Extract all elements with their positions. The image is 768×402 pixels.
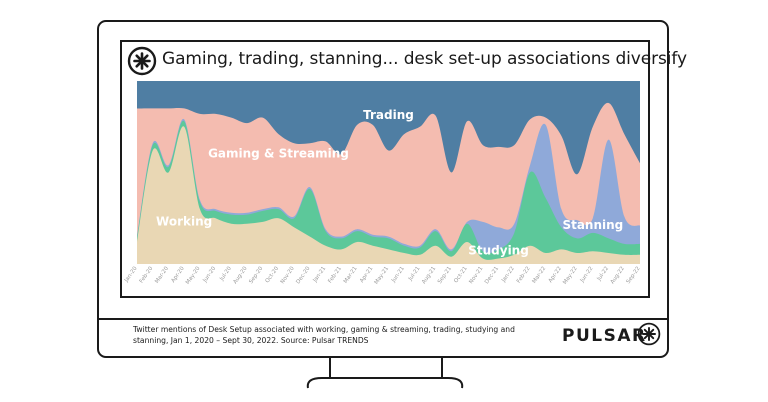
x-tick-label: May-20 — [185, 265, 202, 285]
x-tick-label: Nov-21 — [468, 266, 484, 285]
x-tick-label: Oct-21 — [453, 266, 469, 285]
x-tick-label: Aug-20 — [232, 265, 249, 285]
x-tick-label: Apr-21 — [359, 266, 374, 284]
area-layers — [137, 81, 640, 264]
x-tick-labels: Jan-20 Feb-20 Mar-20 Apr-20 May-20 Jun-20 Jul-… — [123, 265, 642, 285]
x-tick-label: Apr-20 — [170, 265, 186, 284]
x-tick-label: Feb-22 — [516, 266, 532, 285]
x-tick-label: Jan-20 — [123, 265, 139, 284]
x-tick-label: Jul-21 — [407, 266, 421, 283]
x-tick-label: Sep-22 — [626, 266, 642, 285]
x-tick-label: Mar-21 — [343, 266, 359, 285]
pulsar-burst-icon — [637, 322, 661, 346]
x-tick-label: Dec-20 — [295, 265, 311, 285]
bezel-divider — [99, 318, 667, 320]
series-label-gaming-streaming: Gaming & Streaming — [208, 146, 349, 160]
monitor-stand — [306, 356, 464, 389]
series-labels: Working Studying Stanning Gaming & Streamin… — [156, 108, 623, 257]
series-label-stanning: Stanning — [562, 218, 623, 232]
area-working — [137, 126, 640, 264]
x-tick-label: Feb-21 — [327, 266, 343, 285]
series-label-trading: Trading — [363, 108, 414, 122]
pulsar-burst-icon — [127, 46, 157, 76]
x-tick-label: Oct-20 — [265, 265, 281, 284]
x-tick-label: May-21 — [374, 266, 391, 286]
x-tick-label: Dec-21 — [484, 266, 500, 286]
series-label-working: Working — [156, 215, 212, 229]
x-tick-label: Jun-22 — [579, 266, 595, 285]
x-tick-label: Aug-21 — [421, 266, 437, 286]
x-tick-label: Mar-20 — [154, 265, 170, 284]
x-tick-label: Jul-20 — [219, 265, 234, 282]
x-tick-label: Mar-22 — [532, 266, 548, 285]
chart-caption: Twitter mentions of Desk Setup associate… — [133, 325, 515, 345]
chart-title: Gaming, trading, stanning... desk set-up… — [162, 49, 687, 69]
x-tick-label: May-22 — [562, 266, 579, 286]
x-tick-label: Aug-22 — [610, 266, 626, 286]
x-tick-label: Nov-20 — [280, 265, 296, 285]
x-tick-label: Jan-22 — [500, 266, 516, 285]
series-label-studying: Studying — [468, 243, 529, 257]
x-tick-label: Jul-22 — [596, 266, 610, 283]
brand-wordmark: PULSAR — [562, 326, 647, 346]
stacked-area-chart: Jan-20 Feb-20 Mar-20 Apr-20 May-20 Jun-20 Jul-… — [123, 81, 642, 286]
x-tick-label: Jun-20 — [202, 265, 218, 284]
x-tick-label: Sep-20 — [248, 265, 264, 285]
x-tick-label: Sep-21 — [437, 266, 453, 285]
x-tick-label: Feb-20 — [139, 265, 155, 284]
x-tick-label: Jun-21 — [390, 266, 406, 285]
x-tick-label: Apr-22 — [548, 266, 563, 284]
x-tick-label: Jan-21 — [312, 266, 328, 285]
